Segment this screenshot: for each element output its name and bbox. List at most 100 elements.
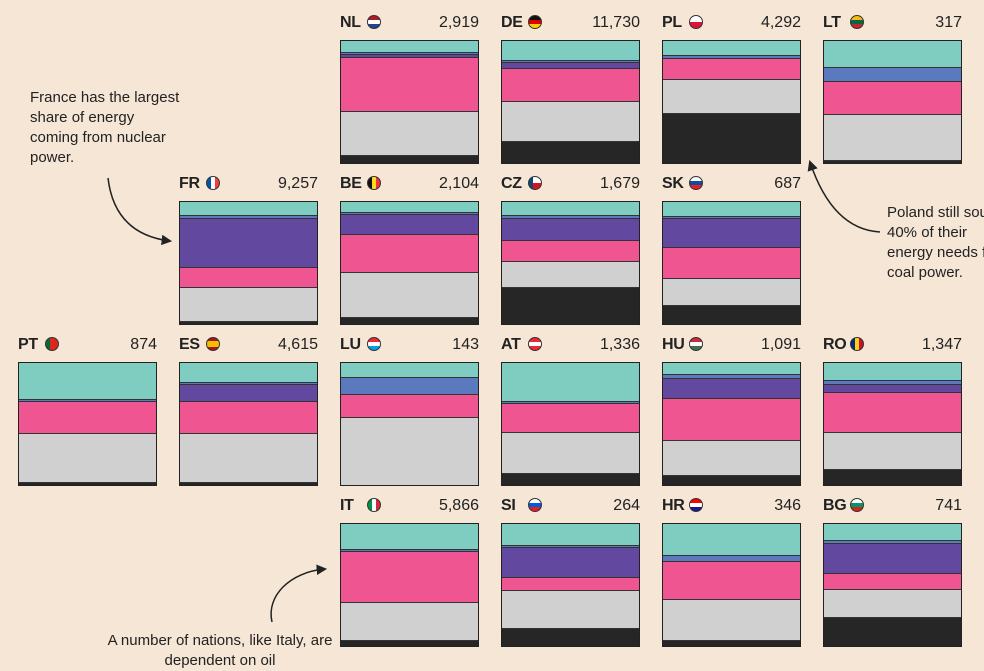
lu-flag-icon — [367, 337, 381, 351]
country-tile-es: ES 4,615 — [179, 334, 318, 486]
energy-total-label: 4,615 — [277, 336, 318, 353]
country-tile-at: AT 1,336 — [501, 334, 640, 486]
segment-oil — [502, 591, 639, 629]
fr-flag-icon — [206, 176, 220, 190]
country-tile-fr: FR 9,257 — [179, 173, 318, 325]
segment-hydro — [663, 555, 800, 562]
segment-renewables — [180, 202, 317, 217]
energy-mix-bar — [501, 362, 640, 486]
segment-hydro — [663, 216, 800, 220]
cz-flag-icon — [528, 176, 542, 190]
country-tile-nl: NL 2,919 — [340, 12, 479, 164]
segment-renewables — [180, 363, 317, 383]
energy-mix-bar — [18, 362, 157, 486]
ro-flag-icon — [850, 337, 864, 351]
country-tile-cz: CZ 1,679 — [501, 173, 640, 325]
country-code: BE — [340, 175, 362, 192]
segment-renewables — [502, 524, 639, 546]
country-tile-it: IT 5,866 — [340, 495, 479, 647]
segment-coal — [663, 476, 800, 485]
segment-nuclear — [180, 384, 317, 403]
energy-mix-bar — [340, 40, 479, 164]
energy-total-label: 2,919 — [438, 14, 479, 31]
country-tile-pt: PT 874 — [18, 334, 157, 486]
segment-oil — [663, 440, 800, 477]
tile-header: NL 2,919 — [340, 12, 479, 34]
country-code: NL — [340, 14, 361, 31]
energy-mix-bar — [662, 523, 801, 647]
segment-oil — [341, 272, 478, 318]
energy-total-label: 11,730 — [592, 14, 640, 31]
energy-total-label: 4,292 — [760, 14, 801, 31]
segment-hydro — [502, 545, 639, 549]
segment-renewables — [341, 202, 478, 213]
country-tile-ro: RO 1,347 — [823, 334, 962, 486]
segment-coal — [663, 305, 800, 324]
energy-total-label: 687 — [774, 175, 801, 192]
segment-coal — [341, 155, 478, 163]
segment-coal — [341, 641, 478, 646]
segment-hydro — [663, 375, 800, 379]
annotation-poland: Poland still sources 40% of their energy… — [887, 204, 984, 281]
country-code: AT — [501, 336, 521, 353]
country-code: HU — [662, 336, 685, 353]
tile-header: HR 346 — [662, 495, 801, 517]
country-code: DE — [501, 14, 523, 31]
energy-mix-bar — [501, 523, 640, 647]
segment-hydro — [180, 382, 317, 385]
segment-oil — [663, 599, 800, 642]
segment-hydro — [341, 52, 478, 56]
segment-renewables — [663, 202, 800, 217]
arrow-poland — [807, 160, 881, 233]
be-flag-icon — [367, 176, 381, 190]
bg-flag-icon — [850, 498, 864, 512]
energy-mix-bar — [179, 201, 318, 325]
segment-renewables — [824, 41, 961, 68]
energy-total-label: 1,679 — [599, 175, 640, 192]
country-tile-de: DE 11,730 — [501, 12, 640, 164]
hu-flag-icon — [689, 337, 703, 351]
tile-header: RO 1,347 — [823, 334, 962, 356]
segment-coal — [824, 470, 961, 485]
segment-oil — [180, 433, 317, 483]
segment-oil — [180, 287, 317, 322]
arrow-france — [107, 177, 173, 246]
country-tile-hr: HR 346 — [662, 495, 801, 647]
energy-total-label: 741 — [935, 497, 962, 514]
country-code: ES — [179, 336, 200, 353]
segment-coal — [19, 482, 156, 485]
country-tile-lt: LT 317 — [823, 12, 962, 164]
segment-oil — [824, 433, 961, 471]
tile-header: LT 317 — [823, 12, 962, 34]
country-tile-hu: HU 1,091 — [662, 334, 801, 486]
segment-coal — [502, 142, 639, 163]
segment-coal — [824, 160, 961, 163]
segment-oil — [824, 115, 961, 161]
segment-gas — [180, 402, 317, 434]
tile-header: HU 1,091 — [662, 334, 801, 356]
segment-hydro — [341, 377, 478, 395]
it-flag-icon — [367, 498, 381, 512]
country-tile-bg: BG 741 — [823, 495, 962, 647]
segment-oil — [502, 262, 639, 288]
country-code: PL — [662, 14, 682, 31]
segment-oil — [502, 101, 639, 143]
nl-flag-icon — [367, 15, 381, 29]
segment-gas — [502, 240, 639, 263]
country-tile-sk: SK 687 — [662, 173, 801, 325]
segment-coal — [663, 114, 800, 163]
energy-mix-bar — [823, 362, 962, 486]
tile-header: SI 264 — [501, 495, 640, 517]
segment-renewables — [341, 524, 478, 550]
segment-gas — [502, 577, 639, 592]
segment-gas — [663, 59, 800, 81]
segment-nuclear — [502, 548, 639, 578]
segment-hydro — [824, 381, 961, 386]
segment-coal — [502, 287, 639, 324]
energy-mix-bar — [340, 201, 479, 325]
segment-nuclear — [663, 379, 800, 399]
segment-coal — [180, 482, 317, 485]
country-code: IT — [340, 497, 354, 514]
energy-mix-bar — [823, 523, 962, 647]
country-code: PT — [18, 336, 38, 353]
